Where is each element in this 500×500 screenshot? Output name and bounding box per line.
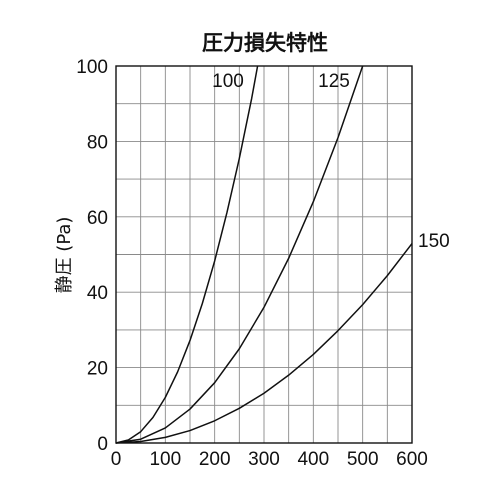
y-tick-label: 100 bbox=[76, 57, 108, 78]
x-tick-label: 400 bbox=[297, 449, 329, 470]
x-tick-label: 300 bbox=[248, 449, 280, 470]
x-tick-label: 200 bbox=[199, 449, 231, 470]
series-label-150: 150 bbox=[418, 231, 450, 252]
series-curves bbox=[115, 65, 413, 444]
x-tick-label: 600 bbox=[396, 449, 428, 470]
series-line-100 bbox=[115, 65, 259, 444]
y-tick-label: 0 bbox=[97, 434, 108, 455]
tick-labels: 0 100 200 300 400 500 600 0 20 40 60 80 100 bbox=[76, 57, 428, 470]
series-label-100: 100 bbox=[212, 71, 244, 92]
x-tick-label: 100 bbox=[149, 449, 181, 470]
x-tick-label: 500 bbox=[347, 449, 379, 470]
chart-title: 圧力損失特性 bbox=[202, 31, 328, 55]
series-line-150 bbox=[115, 243, 413, 444]
series-label-125: 125 bbox=[318, 71, 350, 92]
y-tick-label: 40 bbox=[87, 283, 108, 304]
plot-border bbox=[115, 65, 413, 444]
y-axis-label: 静圧 (Pa) bbox=[54, 217, 75, 294]
series-labels: 100 125 150 bbox=[212, 71, 450, 252]
y-tick-label: 60 bbox=[87, 208, 108, 229]
y-tick-label: 20 bbox=[87, 359, 108, 380]
series-line-125 bbox=[115, 65, 364, 444]
grid-lines bbox=[115, 65, 413, 444]
x-tick-label: 0 bbox=[111, 449, 122, 470]
y-tick-label: 80 bbox=[87, 132, 108, 153]
plot-frame bbox=[115, 65, 413, 444]
